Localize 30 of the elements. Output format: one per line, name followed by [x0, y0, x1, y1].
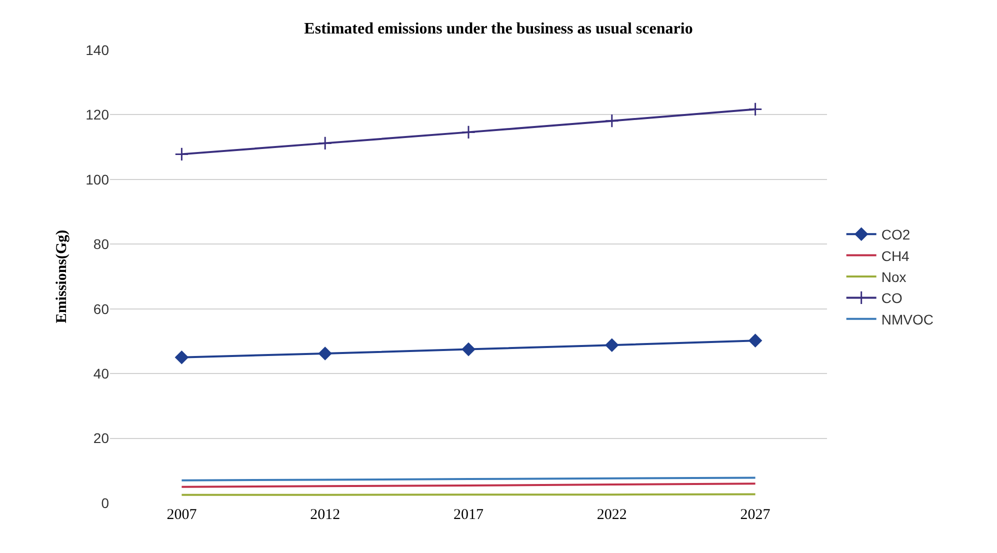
point [748, 102, 762, 116]
y-tick-label: 0 [101, 494, 110, 511]
legend-label: NMVOC [881, 311, 934, 328]
y-axis-title: Emissions(Gg) [54, 230, 70, 324]
x-tick-label: 2007 [166, 507, 198, 523]
point [604, 114, 619, 128]
point [318, 346, 332, 360]
point [318, 136, 332, 150]
legend-label: Nox [881, 268, 906, 285]
x-tick-label: 2027 [740, 507, 771, 523]
y-tick-label: 80 [93, 236, 110, 252]
y-tick-label: 140 [86, 42, 110, 58]
point [748, 334, 762, 348]
x-tick-label: 2017 [454, 507, 484, 523]
y-tick-label: 60 [93, 300, 110, 317]
point [461, 125, 476, 140]
point [174, 147, 189, 162]
legend-label: CO [881, 290, 902, 306]
y-tick-label: 20 [93, 430, 110, 446]
legend-label: CH4 [881, 248, 910, 264]
legend-label: CO2 [881, 226, 910, 243]
y-tick-label: 100 [86, 171, 110, 188]
point [462, 342, 476, 356]
y-tick-label: 40 [93, 365, 110, 382]
chart-title: Estimated emissions under the business as usual scenario [304, 20, 693, 38]
x-tick-label: 2022 [596, 507, 627, 523]
point [605, 338, 618, 352]
x-tick-label: 2012 [310, 507, 340, 523]
y-tick-label: 120 [86, 106, 110, 123]
point [175, 350, 188, 364]
